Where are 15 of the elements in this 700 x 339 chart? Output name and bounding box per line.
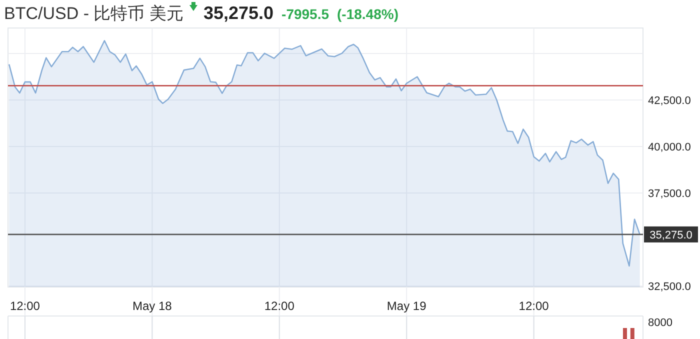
text: (-18.48%) <box>337 6 398 22</box>
y-tick-label: 32,500.0 <box>648 281 691 294</box>
x-tick-label: 12:00 <box>10 299 40 313</box>
y-tick-label: 42,500.0 <box>648 95 691 108</box>
ref-line-label: 35,275.0 <box>650 229 692 242</box>
x-tick-label: 12:00 <box>264 299 295 313</box>
y-tick-label: 37,500.0 <box>648 188 691 200</box>
x-tick-label: 12:00 <box>518 299 550 313</box>
chart-title: BTC/USD - 比特币 美元 <box>4 4 184 23</box>
text: 35,275.0 <box>203 3 274 23</box>
y-tick-label: 40,000.0 <box>648 142 691 154</box>
text: 8000 <box>648 317 672 329</box>
text: -7995.5 <box>282 6 330 22</box>
x-tick-label: May 18 <box>132 299 172 313</box>
x-tick-label: May 19 <box>386 299 427 313</box>
